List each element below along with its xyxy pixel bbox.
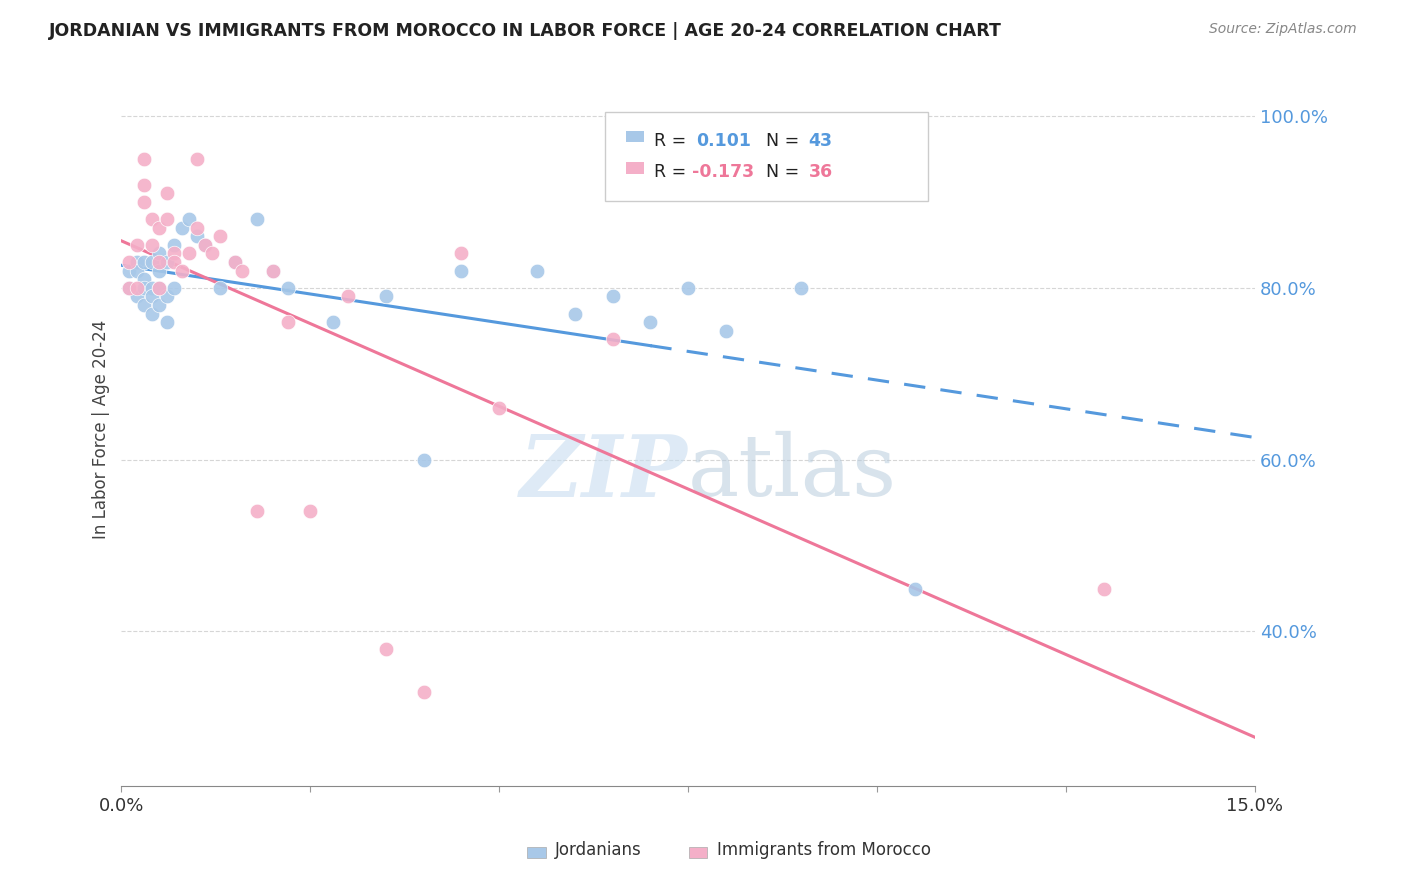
Point <box>163 281 186 295</box>
Point <box>488 401 510 415</box>
Point <box>132 255 155 269</box>
Point <box>1092 582 1115 596</box>
Point <box>201 246 224 260</box>
Point <box>170 220 193 235</box>
Point <box>141 281 163 295</box>
Point <box>193 237 215 252</box>
Point <box>224 255 246 269</box>
Point <box>208 281 231 295</box>
Point <box>148 220 170 235</box>
Point <box>148 263 170 277</box>
Point <box>193 237 215 252</box>
Point <box>676 281 699 295</box>
Text: Source: ZipAtlas.com: Source: ZipAtlas.com <box>1209 22 1357 37</box>
Point <box>374 289 396 303</box>
Point <box>148 298 170 312</box>
Point <box>224 255 246 269</box>
Text: 43: 43 <box>808 132 832 150</box>
Point <box>412 684 434 698</box>
Point <box>246 504 269 518</box>
Point <box>299 504 322 518</box>
Point <box>322 315 344 329</box>
Point <box>118 263 141 277</box>
Point <box>262 263 284 277</box>
Point <box>148 246 170 260</box>
Point <box>156 289 179 303</box>
Point <box>262 263 284 277</box>
Point <box>277 281 299 295</box>
Point <box>163 255 186 269</box>
Point <box>156 315 179 329</box>
Point <box>141 255 163 269</box>
Point <box>186 220 208 235</box>
Point <box>132 194 155 209</box>
Point <box>132 178 155 192</box>
Point <box>141 212 163 227</box>
Text: N =: N = <box>766 132 806 150</box>
Text: JORDANIAN VS IMMIGRANTS FROM MOROCCO IN LABOR FORCE | AGE 20-24 CORRELATION CHAR: JORDANIAN VS IMMIGRANTS FROM MOROCCO IN … <box>49 22 1002 40</box>
Point <box>790 281 813 295</box>
Point <box>132 152 155 166</box>
Point <box>125 281 148 295</box>
Point <box>602 289 624 303</box>
Point <box>148 281 170 295</box>
Point <box>156 212 179 227</box>
Text: Jordanians: Jordanians <box>555 841 643 859</box>
Point <box>374 641 396 656</box>
Point <box>179 212 201 227</box>
Point <box>277 315 299 329</box>
Point <box>132 281 155 295</box>
Point <box>412 452 434 467</box>
Point <box>141 307 163 321</box>
Point <box>564 307 586 321</box>
Point <box>208 229 231 244</box>
Text: -0.173: -0.173 <box>692 163 754 181</box>
Point <box>186 229 208 244</box>
Point <box>125 237 148 252</box>
Point <box>526 263 548 277</box>
Point <box>132 298 155 312</box>
Y-axis label: In Labor Force | Age 20-24: In Labor Force | Age 20-24 <box>93 320 110 539</box>
Point <box>118 255 141 269</box>
Point <box>602 332 624 346</box>
Point <box>450 263 472 277</box>
Text: Immigrants from Morocco: Immigrants from Morocco <box>717 841 931 859</box>
Point <box>186 152 208 166</box>
Point <box>118 281 141 295</box>
Point <box>125 255 148 269</box>
Point <box>141 237 163 252</box>
Point <box>714 324 737 338</box>
Point <box>170 263 193 277</box>
Text: 0.101: 0.101 <box>696 132 751 150</box>
Text: N =: N = <box>766 163 806 181</box>
Point <box>132 272 155 286</box>
Point <box>141 289 163 303</box>
Point <box>337 289 360 303</box>
Point <box>231 263 253 277</box>
Point <box>640 315 662 329</box>
Point <box>904 582 927 596</box>
Point <box>125 263 148 277</box>
Text: ZIP: ZIP <box>520 431 688 514</box>
Point <box>125 289 148 303</box>
Point <box>118 281 141 295</box>
Point <box>246 212 269 227</box>
Point <box>450 246 472 260</box>
Text: R =: R = <box>654 163 692 181</box>
Point <box>163 246 186 260</box>
Text: 36: 36 <box>808 163 832 181</box>
Point <box>156 186 179 201</box>
Point <box>163 237 186 252</box>
Text: R =: R = <box>654 132 692 150</box>
Text: atlas: atlas <box>688 431 897 514</box>
Point <box>156 255 179 269</box>
Point <box>148 255 170 269</box>
Point <box>148 281 170 295</box>
Point <box>179 246 201 260</box>
